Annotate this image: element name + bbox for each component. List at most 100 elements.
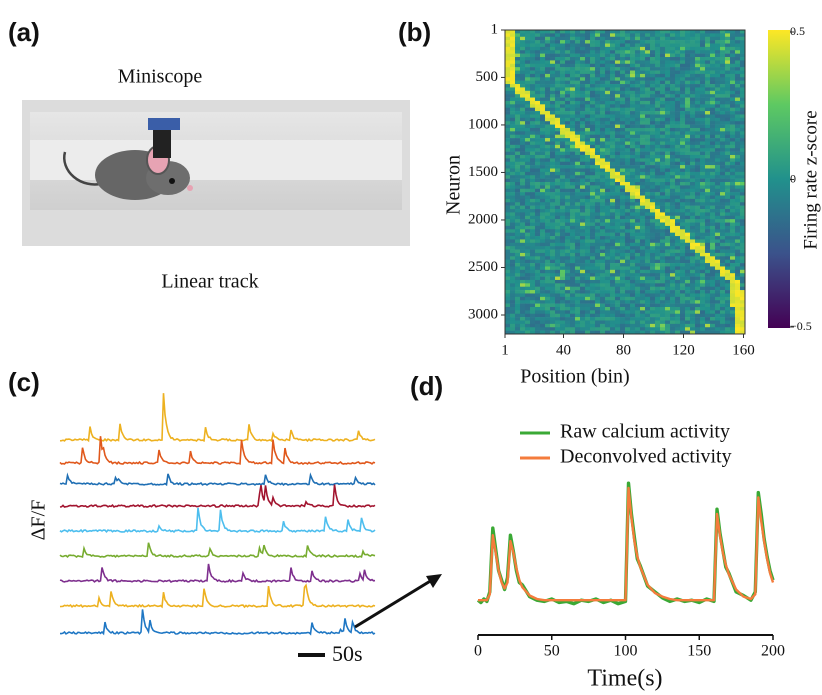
heatmap-cell (585, 297, 590, 301)
heatmap-cell (575, 263, 580, 267)
heatmap-cell (645, 209, 650, 213)
heatmap-cell (660, 44, 665, 48)
heatmap-cell (590, 152, 595, 156)
heatmap-cell (680, 64, 685, 68)
heatmap-cell (575, 158, 580, 162)
heatmap-cell (590, 131, 595, 135)
heatmap-cell (595, 98, 600, 102)
heatmap-cell (655, 317, 660, 321)
heatmap-cell (635, 260, 640, 264)
heatmap-cell (590, 168, 595, 172)
heatmap-cell (650, 223, 655, 227)
heatmap-cell (530, 54, 535, 58)
heatmap-cell (605, 189, 610, 193)
heatmap-cell (705, 37, 710, 41)
heatmap-cell (550, 280, 555, 284)
heatmap-cell (695, 67, 700, 71)
heatmap-cell (565, 216, 570, 220)
heatmap-cell (625, 226, 630, 230)
heatmap-cell (540, 37, 545, 41)
heatmap-cell (580, 165, 585, 169)
heatmap-cell (580, 175, 585, 179)
heatmap-cell (640, 94, 645, 98)
heatmap-cell (650, 320, 655, 324)
heatmap-cell (530, 324, 535, 328)
heatmap-cell (570, 246, 575, 250)
heatmap-cell (515, 165, 520, 169)
heatmap-cell (545, 185, 550, 189)
heatmap-cell (605, 101, 610, 105)
heatmap-cell (525, 233, 530, 237)
heatmap-cell (575, 101, 580, 105)
heatmap-cell (730, 239, 735, 243)
heatmap-cell (620, 84, 625, 88)
heatmap-cell (660, 155, 665, 159)
heatmap-cell (675, 219, 680, 223)
heatmap-cell (590, 71, 595, 75)
heatmap-cell (710, 290, 715, 294)
heatmap-cell (705, 310, 710, 314)
heatmap-cell (560, 253, 565, 257)
heatmap-cell (660, 236, 665, 240)
heatmap-cell (720, 189, 725, 193)
heatmap-cell (610, 71, 615, 75)
heatmap-cell (615, 54, 620, 58)
heatmap-cell (615, 84, 620, 88)
heatmap-cell (655, 121, 660, 125)
heatmap-cell (515, 131, 520, 135)
heatmap-cell (650, 30, 655, 34)
heatmap-cell (700, 327, 705, 331)
heatmap-cell (505, 165, 510, 169)
heatmap-cell (625, 270, 630, 274)
heatmap-cell (520, 192, 525, 196)
heatmap-cell (520, 128, 525, 132)
heatmap-cell (725, 138, 730, 142)
heatmap-cell (635, 162, 640, 166)
heatmap-cell (550, 84, 555, 88)
heatmap-cell (725, 67, 730, 71)
heatmap-cell (540, 141, 545, 145)
heatmap-cell (715, 44, 720, 48)
heatmap-cell (550, 229, 555, 233)
heatmap-cell (550, 128, 555, 132)
heatmap-cell (505, 155, 510, 159)
heatmap-cell (610, 266, 615, 270)
heatmap-cell (565, 57, 570, 61)
heatmap-cell (735, 91, 740, 95)
heatmap-cell (510, 324, 515, 328)
heatmap-cell (670, 310, 675, 314)
heatmap-cell (685, 216, 690, 220)
heatmap-cell (615, 87, 620, 91)
heatmap-cell (690, 223, 695, 227)
heatmap-cell (555, 260, 560, 264)
heatmap-cell (565, 212, 570, 216)
heatmap-cell (725, 212, 730, 216)
heatmap-cell (620, 158, 625, 162)
heatmap-cell (685, 172, 690, 176)
heatmap-cell (590, 60, 595, 64)
heatmap-cell (570, 226, 575, 230)
heatmap-cell (505, 40, 510, 44)
heatmap-cell (565, 158, 570, 162)
heatmap-cell (575, 128, 580, 132)
heatmap-cell (545, 277, 550, 281)
heatmap-cell (705, 91, 710, 95)
heatmap-cell (730, 253, 735, 257)
heatmap-cell (710, 223, 715, 227)
heatmap-cell (690, 74, 695, 78)
heatmap-cell (715, 125, 720, 129)
heatmap-cell (525, 229, 530, 233)
heatmap-cell (710, 155, 715, 159)
heatmap-cell (520, 33, 525, 37)
heatmap-cell (520, 246, 525, 250)
heatmap-cell (560, 54, 565, 58)
heatmap-cell (535, 304, 540, 308)
heatmap-cell (640, 189, 645, 193)
heatmap-cell (585, 182, 590, 186)
heatmap-cell (650, 165, 655, 169)
heatmap-cell (685, 202, 690, 206)
heatmap-cell (715, 60, 720, 64)
heatmap-cell (735, 260, 740, 264)
heatmap-cell (575, 260, 580, 264)
heatmap-cell (710, 50, 715, 54)
